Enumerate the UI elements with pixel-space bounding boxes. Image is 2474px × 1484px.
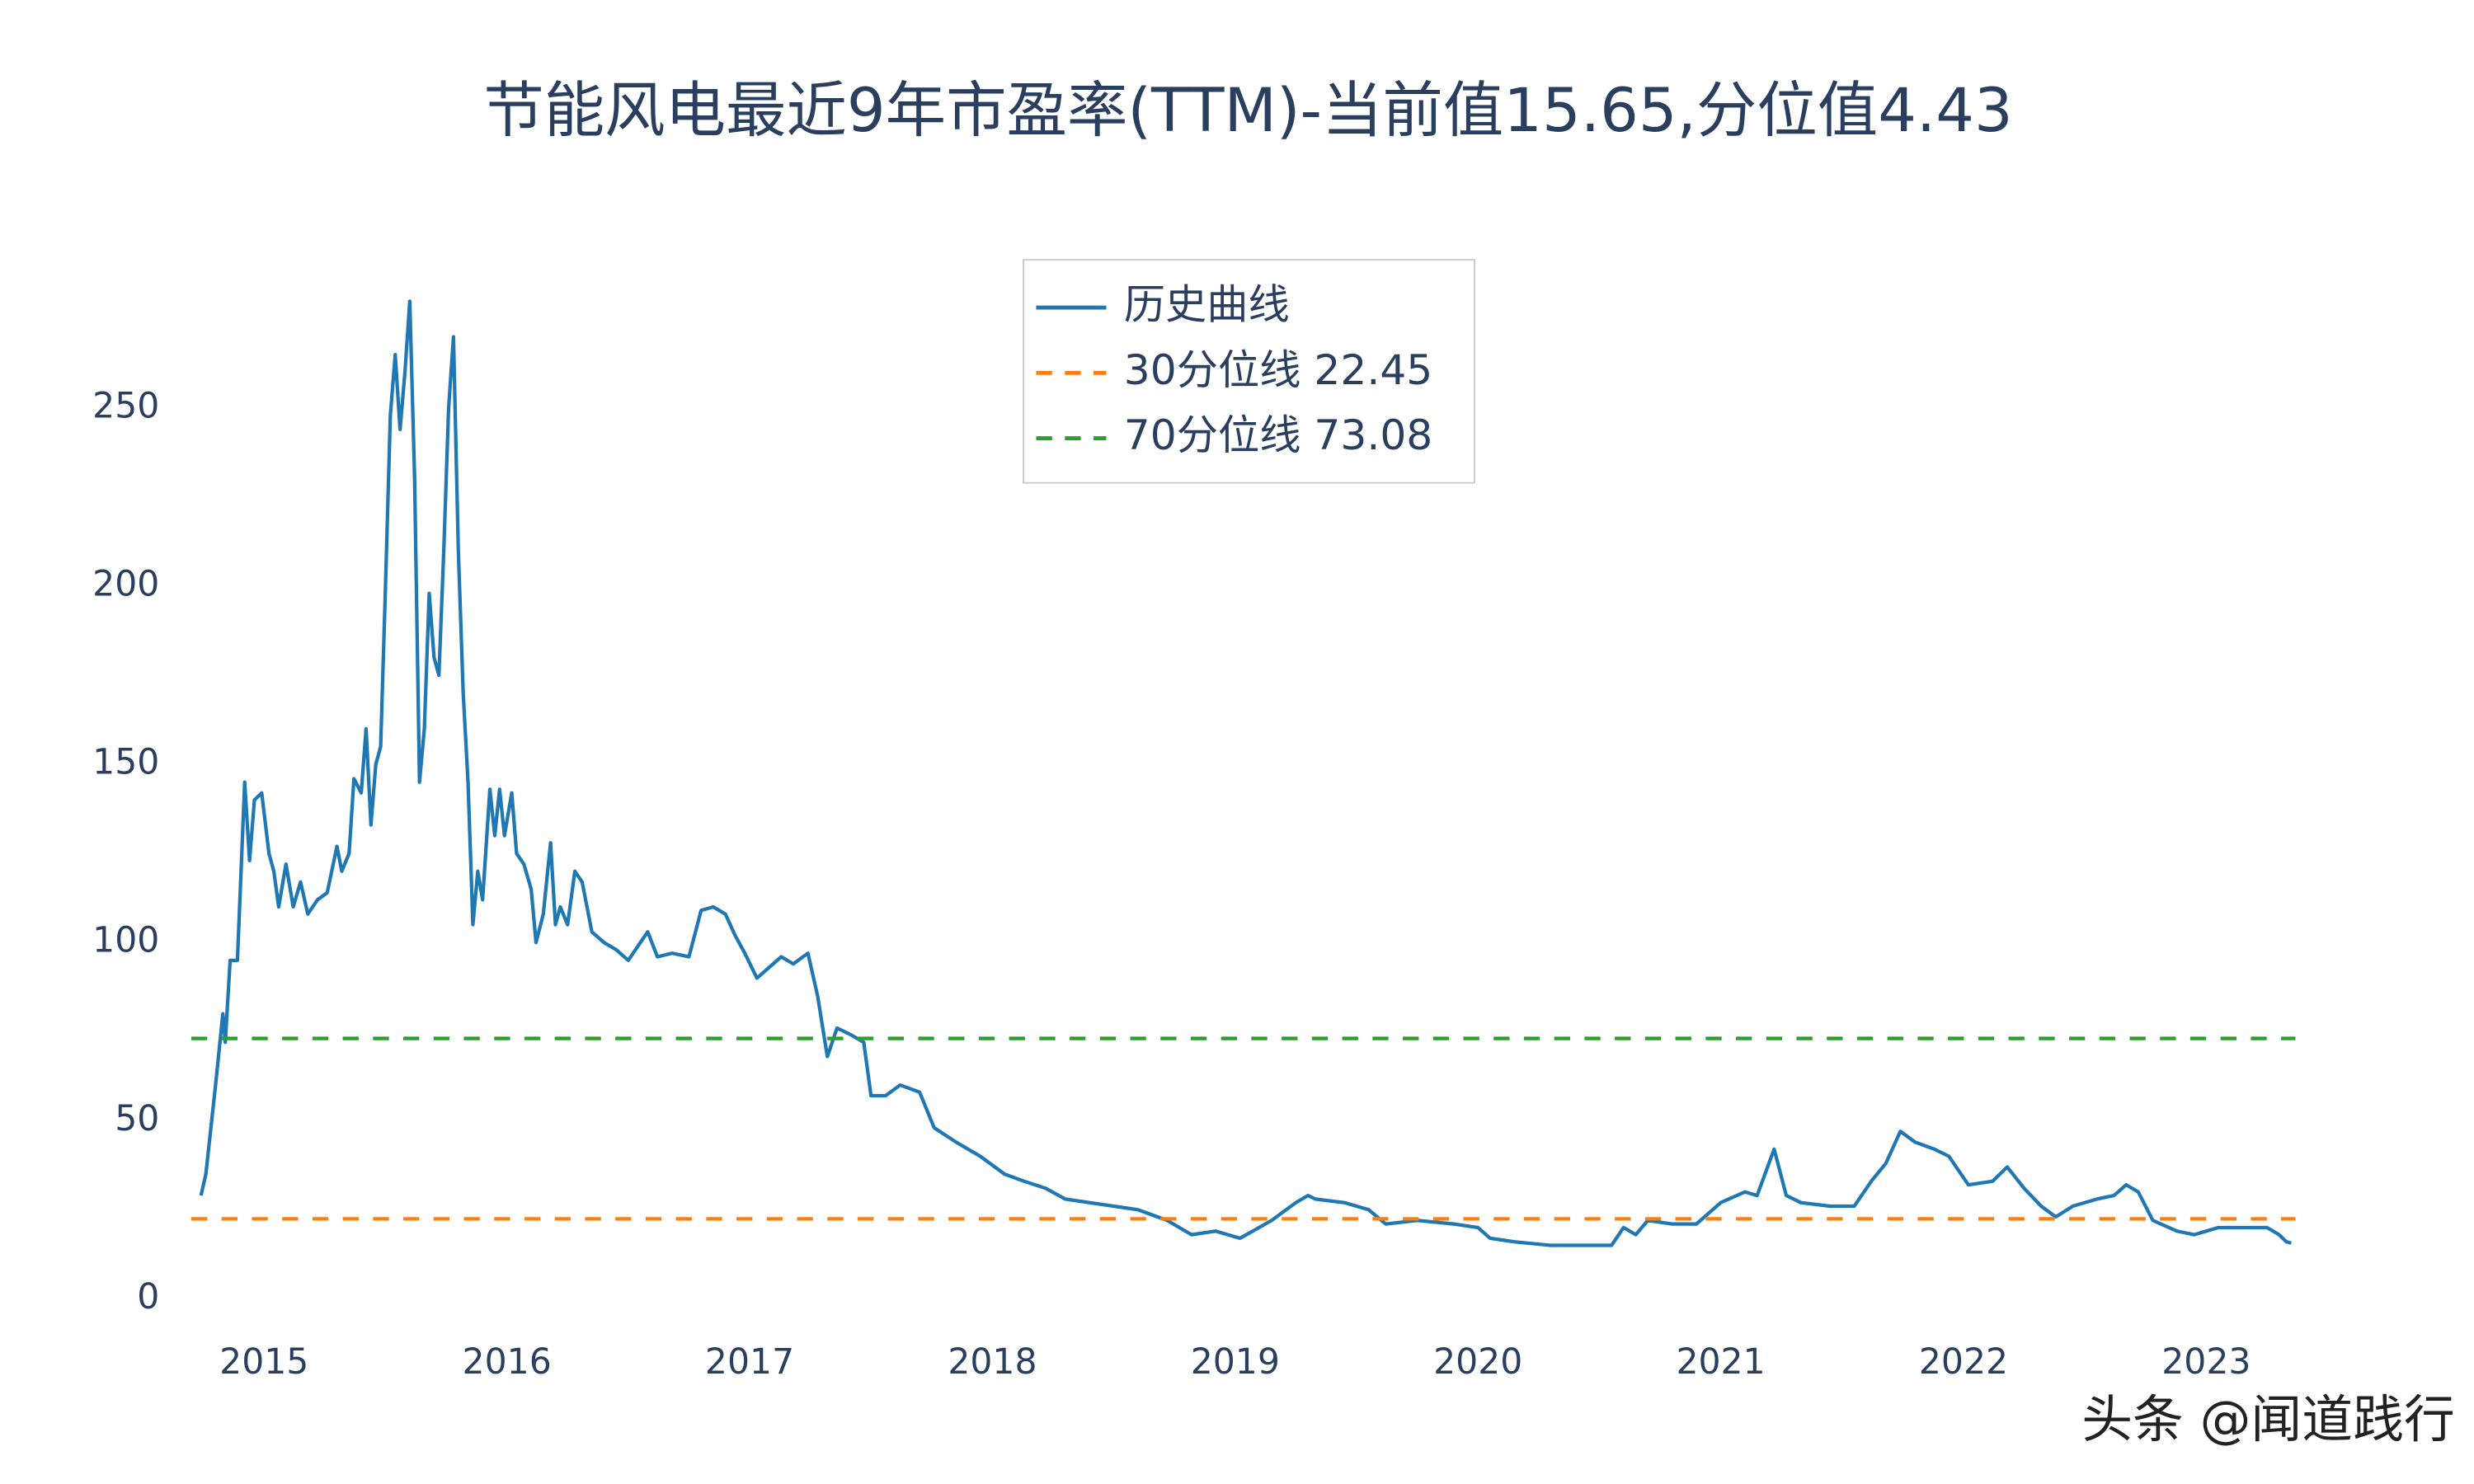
x-tick-label: 2017 xyxy=(705,1342,794,1383)
history-line xyxy=(199,299,2292,1247)
y-tick-label: 150 xyxy=(92,743,159,783)
x-tick-label: 2016 xyxy=(463,1342,552,1383)
watermark: 头条 @闻道践行 xyxy=(2081,1390,2455,1449)
x-tick-label: 2019 xyxy=(1191,1342,1280,1383)
legend-label: 30分位线 22.45 xyxy=(1124,345,1433,394)
legend-label: 历史曲线 xyxy=(1124,280,1290,329)
x-tick-label: 2022 xyxy=(1919,1342,2008,1383)
x-tick-label: 2018 xyxy=(948,1342,1037,1383)
y-tick-label: 50 xyxy=(115,1099,159,1139)
y-tick-label: 100 xyxy=(92,921,159,961)
x-tick-label: 2015 xyxy=(219,1342,308,1383)
x-tick-label: 2021 xyxy=(1676,1342,1765,1383)
y-tick-label: 0 xyxy=(137,1277,159,1317)
x-tick-label: 2020 xyxy=(1433,1342,1522,1383)
chart-title: 节能风电最近9年市盈率(TTM)-当前值15.65,分位值4.43 xyxy=(483,76,2012,146)
legend-label: 70分位线 73.08 xyxy=(1124,411,1433,459)
y-tick-label: 250 xyxy=(92,386,159,426)
y-tick-label: 200 xyxy=(92,565,159,605)
x-tick-label: 2023 xyxy=(2161,1342,2251,1383)
